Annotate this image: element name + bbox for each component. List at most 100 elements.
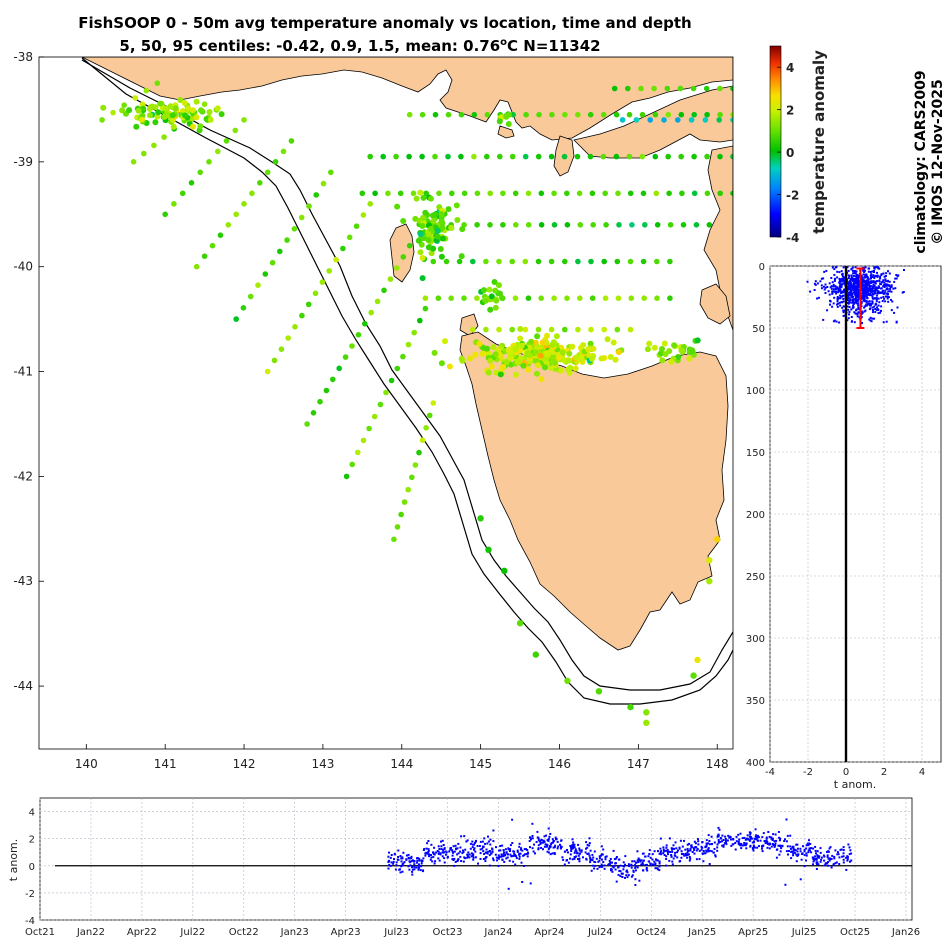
map-point: [484, 153, 490, 160]
time-point: [729, 836, 732, 839]
time-xtick-label: Jul25: [791, 927, 817, 938]
map-point: [590, 345, 597, 352]
map-point: [613, 153, 620, 160]
depth-point: [847, 293, 850, 296]
time-point: [436, 850, 439, 852]
time-point: [809, 842, 812, 845]
depth-point: [869, 294, 872, 297]
map-point: [564, 222, 571, 228]
depth-point: [871, 317, 874, 320]
map-point: [641, 295, 647, 302]
time-point: [666, 851, 669, 853]
depth-point: [868, 303, 871, 306]
time-point: [543, 845, 546, 848]
depth-point: [872, 283, 875, 286]
time-point: [511, 842, 514, 844]
time-point: [622, 861, 625, 864]
depth-point: [886, 295, 889, 298]
time-point: [775, 856, 778, 859]
time-point: [576, 852, 579, 855]
map-xtick-label: 148: [706, 757, 729, 771]
map-point: [602, 190, 608, 197]
map-point: [100, 104, 107, 111]
time-point: [740, 842, 743, 845]
map-point: [417, 249, 424, 256]
depth-point: [846, 305, 849, 308]
time-point: [660, 853, 663, 856]
map-point: [574, 153, 581, 160]
time-point: [573, 857, 576, 860]
time-point: [388, 863, 391, 866]
map-point: [717, 190, 723, 197]
time-point: [472, 856, 475, 859]
map-point: [458, 253, 465, 260]
depth-point: [870, 294, 873, 297]
depth-point: [876, 290, 879, 293]
time-point: [482, 858, 485, 860]
depth-point: [862, 290, 865, 293]
time-point: [607, 863, 610, 866]
time-xtick-label: Jan25: [687, 927, 716, 938]
map-point: [355, 332, 362, 338]
time-point: [446, 855, 449, 858]
time-point: [444, 853, 447, 856]
time-point: [590, 869, 593, 872]
time-point: [634, 866, 637, 869]
time-point: [484, 842, 486, 845]
depth-point: [852, 298, 855, 301]
time-point: [635, 861, 638, 864]
depth-point: [858, 275, 861, 278]
depth-point: [853, 282, 856, 285]
time-point: [552, 846, 555, 849]
map-point: [518, 342, 525, 349]
time-point: [594, 861, 597, 864]
map-point: [576, 190, 583, 197]
map-point: [346, 234, 353, 241]
time-point: [654, 867, 657, 870]
time-point: [842, 858, 845, 861]
depth-point: [886, 284, 889, 287]
time-point: [701, 852, 704, 855]
climatology-label: climatology: CARS2009: [913, 70, 929, 253]
map-point: [615, 349, 622, 356]
map-point: [214, 105, 221, 112]
depth-point: [855, 275, 857, 278]
time-point: [727, 834, 730, 837]
time-point: [463, 856, 466, 859]
time-point: [577, 843, 580, 846]
time-point: [658, 860, 661, 863]
time-point: [617, 873, 620, 876]
depth-point: [842, 300, 845, 303]
depth-point: [814, 283, 817, 286]
time-point: [714, 855, 717, 858]
time-point: [432, 855, 435, 858]
depth-point: [841, 272, 844, 275]
depth-point: [885, 283, 888, 286]
time-point: [437, 852, 440, 855]
time-point: [578, 847, 581, 850]
map-point: [538, 222, 545, 228]
depth-xtick-label: 0: [843, 767, 849, 778]
depth-point: [839, 279, 842, 282]
depth-point: [895, 277, 898, 280]
map-point: [422, 295, 429, 302]
map-point: [562, 111, 568, 118]
time-point: [410, 857, 413, 859]
time-point: [456, 860, 459, 863]
time-point: [707, 834, 710, 837]
time-point: [415, 866, 418, 869]
time-point: [640, 863, 643, 866]
time-point: [537, 848, 540, 851]
map-point: [665, 111, 672, 118]
time-point: [605, 855, 608, 858]
map-point: [182, 112, 188, 119]
depth-point: [885, 272, 888, 275]
map-point: [619, 117, 626, 123]
time-point: [830, 866, 833, 869]
map-point: [667, 295, 673, 302]
time-point: [659, 847, 662, 850]
time-point: [437, 857, 440, 860]
time-point: [719, 840, 722, 843]
depth-point: [847, 308, 850, 311]
time-point: [754, 828, 757, 831]
